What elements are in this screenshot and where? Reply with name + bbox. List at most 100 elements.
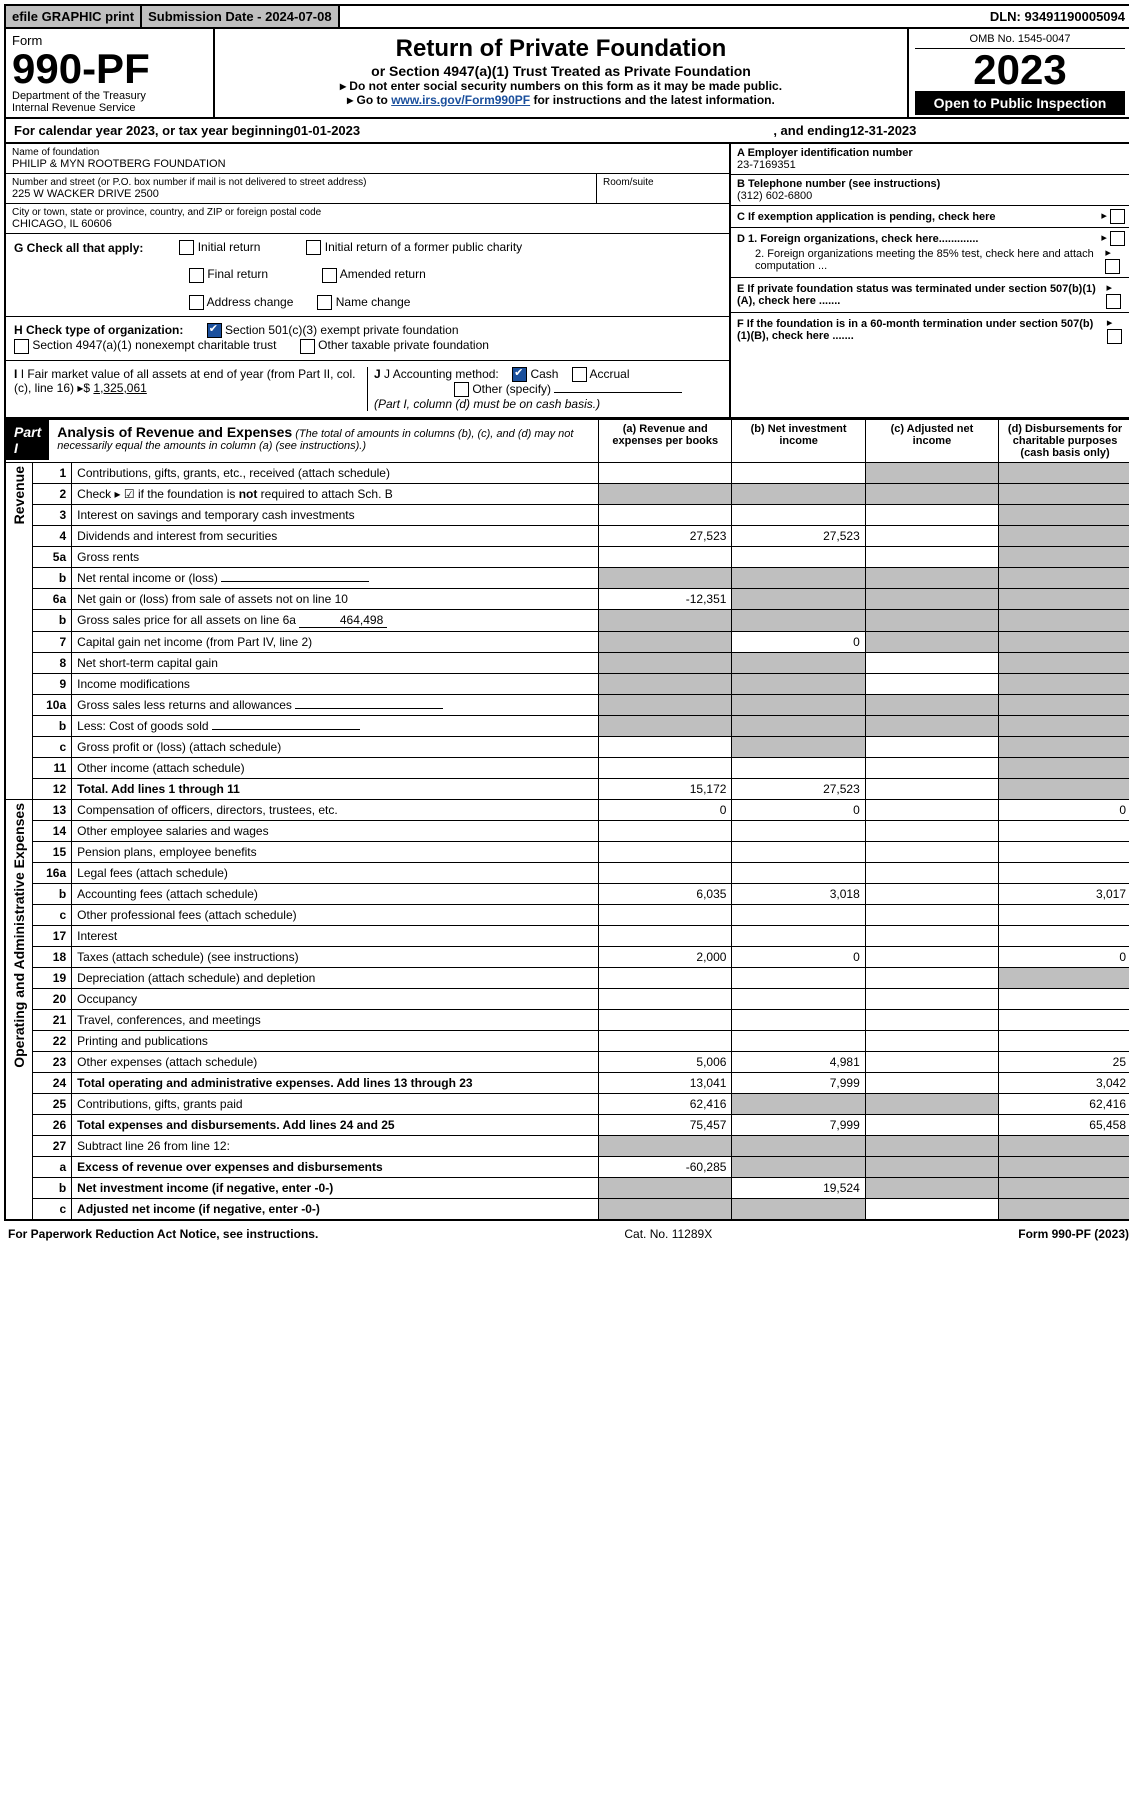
cell-a bbox=[599, 1010, 732, 1031]
cell-a: -60,285 bbox=[599, 1157, 732, 1178]
cell-dd bbox=[999, 926, 1129, 947]
row-desc: Occupancy bbox=[72, 989, 599, 1010]
row-desc: Taxes (attach schedule) (see instruction… bbox=[72, 947, 599, 968]
chk-other-taxable[interactable] bbox=[300, 339, 315, 354]
table-row: aExcess of revenue over expenses and dis… bbox=[5, 1157, 1129, 1178]
cell-b bbox=[732, 610, 865, 632]
h-opt-1: Section 501(c)(3) exempt private foundat… bbox=[225, 323, 458, 337]
cell-c bbox=[865, 1178, 998, 1199]
i-label: I Fair market value of all assets at end… bbox=[14, 367, 355, 395]
cell-c bbox=[865, 905, 998, 926]
chk-exemption-pending[interactable] bbox=[1110, 209, 1125, 224]
table-row: cGross profit or (loss) (attach schedule… bbox=[5, 737, 1129, 758]
cell-a bbox=[599, 568, 732, 589]
cell-c bbox=[865, 568, 998, 589]
calendar-year-line: For calendar year 2023, or tax year begi… bbox=[4, 119, 1129, 144]
topbar: efile GRAPHIC print Submission Date - 20… bbox=[4, 4, 1129, 29]
cell-c bbox=[865, 800, 998, 821]
cell-a bbox=[599, 716, 732, 737]
page-footer: For Paperwork Reduction Act Notice, see … bbox=[4, 1221, 1129, 1241]
cell-a: 13,041 bbox=[599, 1073, 732, 1094]
instr-link-line: ▸ Go to www.irs.gov/Form990PF for instru… bbox=[225, 93, 897, 107]
arrow-icon bbox=[1106, 281, 1112, 294]
cell-dd bbox=[999, 989, 1129, 1010]
cell-dd: 3,017 bbox=[999, 884, 1129, 905]
address: 225 W WACKER DRIVE 2500 bbox=[12, 188, 590, 200]
table-row: 12Total. Add lines 1 through 1115,17227,… bbox=[5, 779, 1129, 800]
chk-60-month[interactable] bbox=[1107, 329, 1122, 344]
chk-amended-return[interactable] bbox=[322, 268, 337, 283]
chk-accrual[interactable] bbox=[572, 367, 587, 382]
table-row: cAdjusted net income (if negative, enter… bbox=[5, 1199, 1129, 1221]
row-number: 11 bbox=[33, 758, 72, 779]
row-desc: Other income (attach schedule) bbox=[72, 758, 599, 779]
row-desc: Other expenses (attach schedule) bbox=[72, 1052, 599, 1073]
chk-other-method[interactable] bbox=[454, 382, 469, 397]
cell-a bbox=[599, 926, 732, 947]
row-desc: Other professional fees (attach schedule… bbox=[72, 905, 599, 926]
row-number: 13 bbox=[33, 800, 72, 821]
cell-dd bbox=[999, 1178, 1129, 1199]
table-row: bGross sales price for all assets on lin… bbox=[5, 610, 1129, 632]
cell-b bbox=[732, 716, 865, 737]
row-desc: Total. Add lines 1 through 11 bbox=[72, 779, 599, 800]
chk-name-change[interactable] bbox=[317, 295, 332, 310]
cell-dd bbox=[999, 674, 1129, 695]
table-row: 21Travel, conferences, and meetings bbox=[5, 1010, 1129, 1031]
open-to-public: Open to Public Inspection bbox=[915, 91, 1125, 115]
chk-final-return[interactable] bbox=[189, 268, 204, 283]
efile-graphic-print[interactable]: efile GRAPHIC print bbox=[6, 6, 142, 27]
cell-c bbox=[865, 989, 998, 1010]
cell-dd bbox=[999, 610, 1129, 632]
cell-c bbox=[865, 674, 998, 695]
j-note: (Part I, column (d) must be on cash basi… bbox=[374, 397, 600, 411]
cell-a: 5,006 bbox=[599, 1052, 732, 1073]
chk-501c3[interactable] bbox=[207, 323, 222, 338]
cell-dd bbox=[999, 1157, 1129, 1178]
table-row: cOther professional fees (attach schedul… bbox=[5, 905, 1129, 926]
row-number: 6a bbox=[33, 589, 72, 610]
section-g: G Check all that apply: Initial return I… bbox=[6, 234, 729, 317]
table-row: 23Other expenses (attach schedule)5,0064… bbox=[5, 1052, 1129, 1073]
f-label: F If the foundation is in a 60-month ter… bbox=[737, 318, 1101, 342]
cell-c bbox=[865, 589, 998, 610]
cell-a bbox=[599, 1199, 732, 1221]
row-number: 27 bbox=[33, 1136, 72, 1157]
e-label: E If private foundation status was termi… bbox=[737, 283, 1100, 307]
chk-foreign-org[interactable] bbox=[1110, 231, 1125, 246]
cell-a: -12,351 bbox=[599, 589, 732, 610]
cell-b: 4,981 bbox=[732, 1052, 865, 1073]
cell-dd bbox=[999, 589, 1129, 610]
cell-b bbox=[732, 505, 865, 526]
chk-foreign-85[interactable] bbox=[1105, 259, 1120, 274]
arrow-icon bbox=[1105, 246, 1111, 259]
chk-cash[interactable] bbox=[512, 367, 527, 382]
cell-dd: 0 bbox=[999, 800, 1129, 821]
chk-status-terminated[interactable] bbox=[1106, 294, 1121, 309]
cell-a bbox=[599, 547, 732, 568]
cell-c bbox=[865, 610, 998, 632]
cell-dd bbox=[999, 968, 1129, 989]
cell-a bbox=[599, 695, 732, 716]
cell-dd bbox=[999, 505, 1129, 526]
chk-4947a1[interactable] bbox=[14, 339, 29, 354]
row-desc: Less: Cost of goods sold bbox=[72, 716, 599, 737]
fmv-value: 1,325,061 bbox=[93, 381, 146, 395]
row-number: 19 bbox=[33, 968, 72, 989]
cell-a bbox=[599, 653, 732, 674]
cell-a bbox=[599, 863, 732, 884]
g-opt-4: Amended return bbox=[340, 267, 426, 281]
cell-a bbox=[599, 1031, 732, 1052]
instr-suffix: for instructions and the latest informat… bbox=[530, 93, 775, 107]
cell-c bbox=[865, 926, 998, 947]
row-number: b bbox=[33, 568, 72, 589]
table-row: bAccounting fees (attach schedule)6,0353… bbox=[5, 884, 1129, 905]
chk-address-change[interactable] bbox=[189, 295, 204, 310]
chk-initial-return[interactable] bbox=[179, 240, 194, 255]
chk-initial-former[interactable] bbox=[306, 240, 321, 255]
ein-label: A Employer identification number bbox=[737, 147, 1125, 159]
table-row: 14Other employee salaries and wages bbox=[5, 821, 1129, 842]
cell-c bbox=[865, 947, 998, 968]
cell-c bbox=[865, 1094, 998, 1115]
irs-link[interactable]: www.irs.gov/Form990PF bbox=[391, 93, 530, 107]
